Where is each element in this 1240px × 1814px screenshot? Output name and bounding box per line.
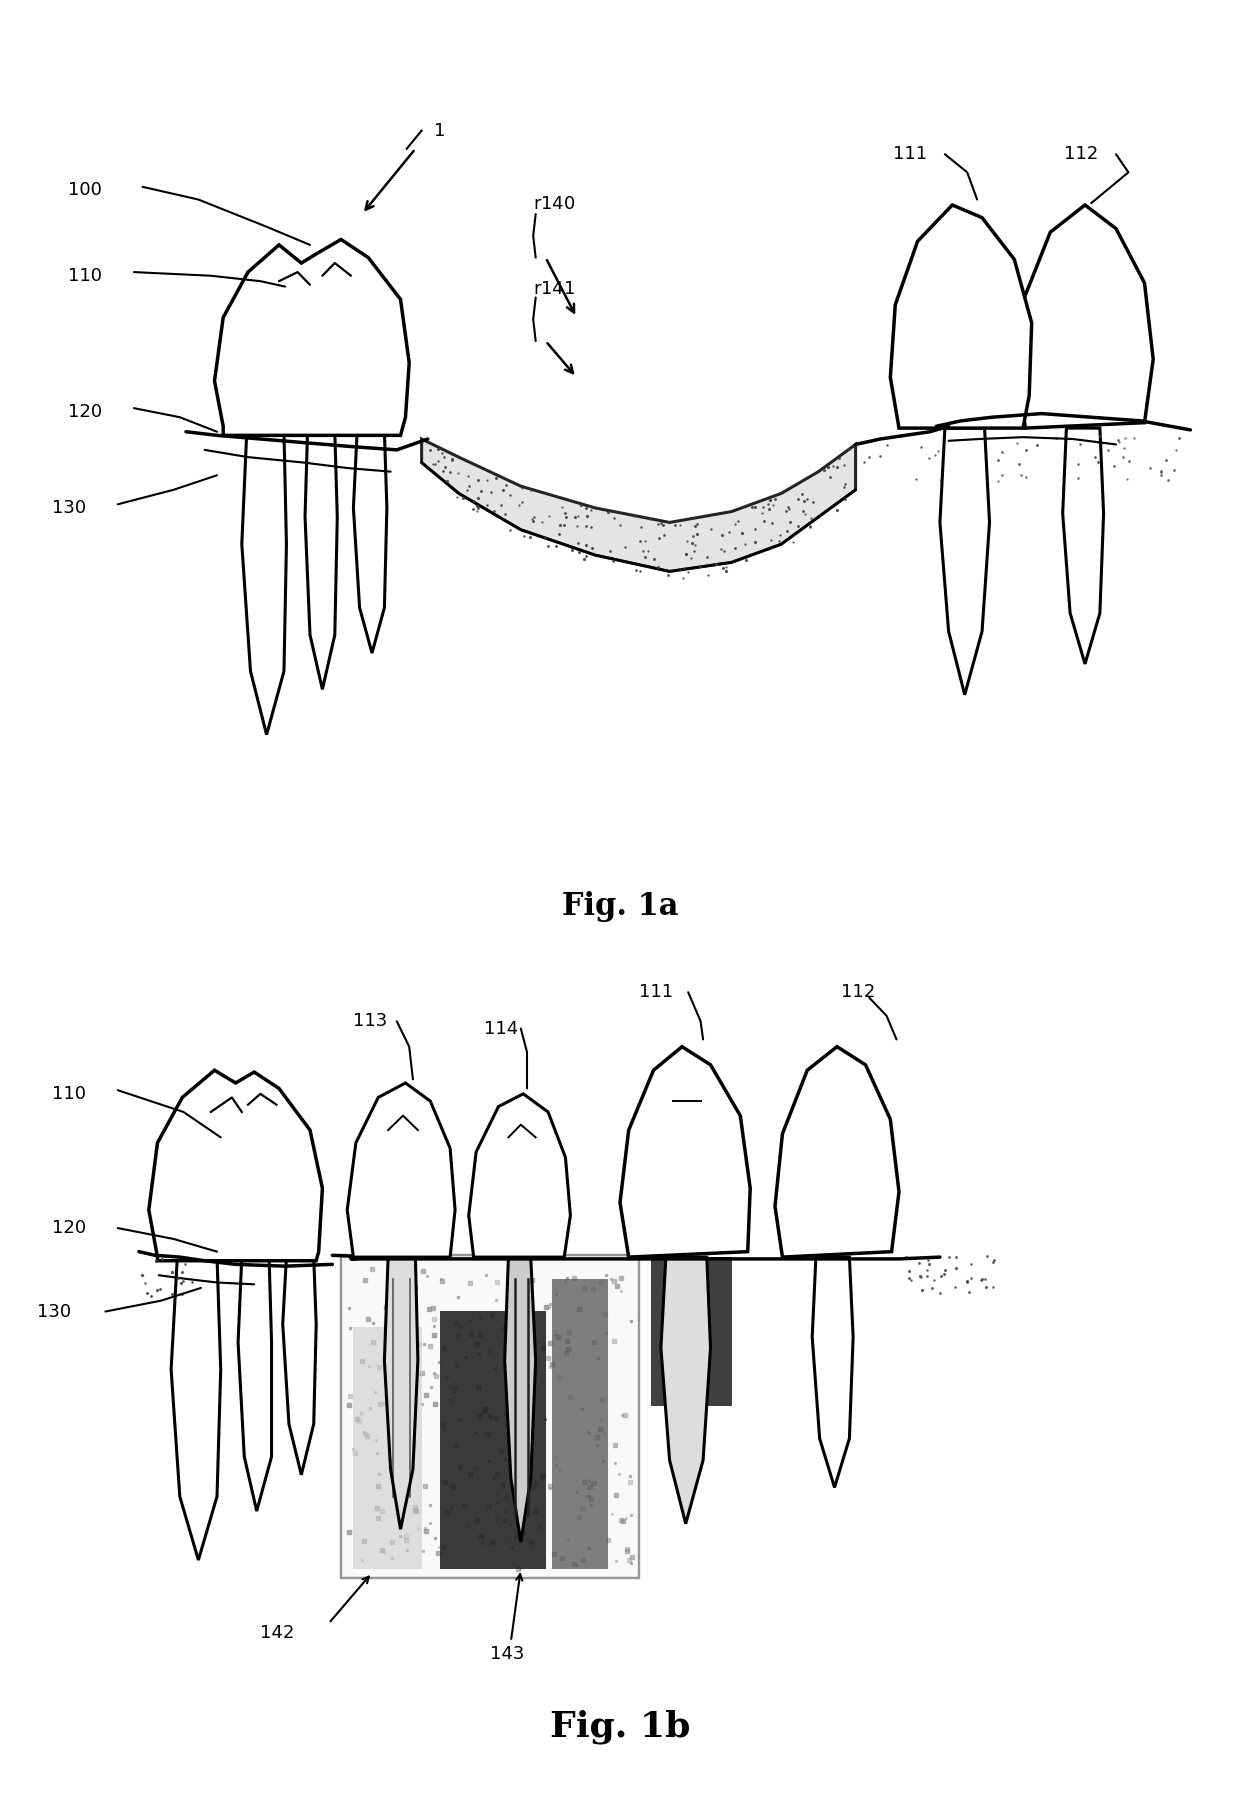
- Text: 113: 113: [353, 1012, 388, 1030]
- Text: Fig. 1b: Fig. 1b: [549, 1709, 691, 1745]
- Bar: [440, 1312, 546, 1569]
- Text: 120: 120: [52, 1219, 87, 1237]
- Text: 130: 130: [52, 499, 87, 517]
- Polygon shape: [422, 439, 856, 571]
- Polygon shape: [283, 1257, 316, 1475]
- Polygon shape: [775, 1047, 899, 1257]
- Polygon shape: [1017, 205, 1153, 428]
- Polygon shape: [505, 1257, 536, 1542]
- Polygon shape: [171, 1257, 221, 1560]
- Text: $\mathsf{r}$140: $\mathsf{r}$140: [533, 194, 575, 212]
- Bar: [353, 1328, 422, 1569]
- Text: $\mathsf{r}$141: $\mathsf{r}$141: [533, 279, 575, 297]
- Polygon shape: [812, 1257, 853, 1487]
- Text: 120: 120: [68, 403, 103, 421]
- Polygon shape: [384, 1257, 418, 1529]
- Polygon shape: [890, 205, 1032, 428]
- Bar: [651, 1257, 732, 1406]
- Text: 142: 142: [260, 1624, 295, 1642]
- Text: 1: 1: [434, 122, 445, 140]
- Text: 100: 100: [68, 181, 102, 200]
- Polygon shape: [149, 1070, 322, 1261]
- Bar: [552, 1279, 608, 1569]
- Text: 112: 112: [841, 983, 875, 1001]
- Bar: [341, 1255, 639, 1578]
- Polygon shape: [353, 432, 387, 653]
- Text: 143: 143: [490, 1645, 525, 1663]
- Text: 110: 110: [68, 267, 102, 285]
- Text: 114: 114: [484, 1019, 518, 1038]
- Polygon shape: [620, 1047, 750, 1257]
- Text: 112: 112: [1064, 145, 1099, 163]
- Text: 110: 110: [52, 1085, 86, 1103]
- Text: 130: 130: [37, 1302, 72, 1321]
- Polygon shape: [305, 432, 337, 689]
- Polygon shape: [469, 1094, 570, 1257]
- Polygon shape: [215, 239, 409, 435]
- Polygon shape: [347, 1083, 455, 1257]
- Text: 111: 111: [893, 145, 928, 163]
- Polygon shape: [940, 428, 990, 695]
- Text: 111: 111: [639, 983, 673, 1001]
- Text: Fig. 1a: Fig. 1a: [562, 891, 678, 923]
- Polygon shape: [1063, 428, 1104, 664]
- Polygon shape: [661, 1257, 711, 1524]
- Polygon shape: [242, 432, 286, 735]
- Polygon shape: [238, 1257, 272, 1511]
